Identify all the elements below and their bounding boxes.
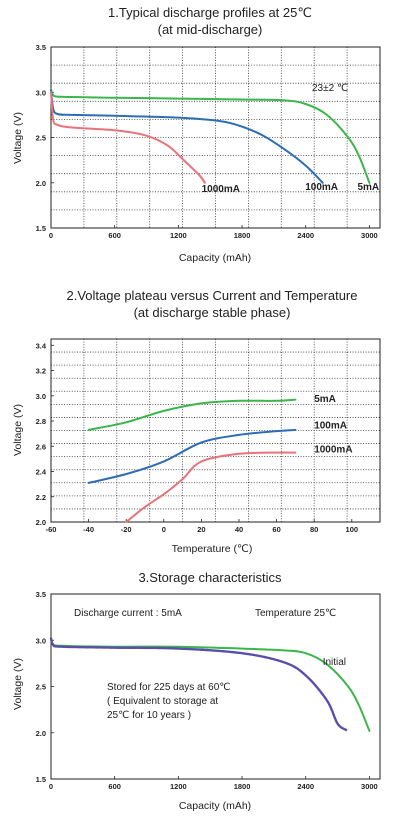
chart3-temperature-note: Temperature 25℃ <box>255 608 336 619</box>
y-tick-label: 1.5 <box>36 224 46 233</box>
x-tick-label: 1800 <box>234 231 251 240</box>
chart2-series-labels: 5mA 100mA 1000mA <box>314 394 352 455</box>
y-tick-label: 3.0 <box>36 392 46 401</box>
chart1-x-axis-label: Capacity (mAh) <box>179 252 251 264</box>
chart3-x-axis-label: Capacity (mAh) <box>179 800 251 812</box>
series-label: Initial <box>323 657 346 668</box>
series-line-100ma <box>50 89 324 184</box>
x-tick-label: 80 <box>310 525 318 534</box>
series-label: 100mA <box>314 421 347 432</box>
x-tick-label: 0 <box>162 525 166 534</box>
series-label: 1000mA <box>202 184 240 195</box>
x-tick-label: 1800 <box>234 782 251 791</box>
chart-storage-characteristics: 3.Storage characteristics 0 600 1200 1800 24… <box>12 570 381 812</box>
x-tick-label: -20 <box>121 525 132 534</box>
x-tick-label: 3000 <box>361 782 378 791</box>
x-tick-label: 20 <box>197 525 205 534</box>
x-tick-label: 40 <box>235 525 243 534</box>
series-line-5ma <box>50 88 371 184</box>
chart3-storage-note-line3: 25℃ for 10 years ) <box>107 710 191 721</box>
x-tick-label: -60 <box>46 525 57 534</box>
chart1-x-ticks: 0 600 1200 1800 2400 3000 <box>49 225 378 240</box>
chart1-series <box>50 88 371 184</box>
chart3-y-axis-label: Voltage (V) <box>12 658 24 710</box>
chart3-discharge-current-note: Discharge current : 5mA <box>74 608 182 619</box>
chart3-series <box>49 637 371 732</box>
chart1-grid <box>51 47 380 228</box>
x-tick-label: -40 <box>83 525 94 534</box>
y-tick-label: 2.2 <box>36 493 46 502</box>
chart1-y-ticks: 1.5 2.0 2.5 3.0 3.5 <box>36 43 54 233</box>
y-tick-label: 2.4 <box>36 468 47 477</box>
series-line-1000ma <box>50 91 206 184</box>
x-tick-label: 3000 <box>361 231 378 240</box>
x-tick-label: 100 <box>346 525 359 534</box>
y-tick-label: 3.4 <box>36 341 47 350</box>
chart2-y-ticks: 2.0 2.2 2.4 2.6 2.8 3.0 3.2 3.4 <box>36 341 54 527</box>
series-label: 5mA <box>357 182 379 193</box>
chart1-title: 1.Typical discharge profiles at 25℃ <box>108 5 312 20</box>
series-line-5ma <box>87 398 297 431</box>
x-tick-label: 60 <box>272 525 280 534</box>
chart-discharge-profiles: 1.Typical discharge profiles at 25℃ (at … <box>12 5 381 264</box>
chart2-plot-frame <box>50 338 381 523</box>
chart1-series-labels: 1000mA 100mA 5mA <box>202 182 380 195</box>
y-tick-label: 2.5 <box>36 134 46 143</box>
chart3-storage-note-line2: ( Equivalent to storage at <box>107 696 218 707</box>
y-tick-label: 3.0 <box>36 636 46 645</box>
y-tick-label: 2.6 <box>36 442 46 451</box>
x-tick-label: 600 <box>108 231 121 240</box>
y-tick-label: 1.5 <box>36 775 46 784</box>
chart1-subtitle: (at mid-discharge) <box>158 22 263 37</box>
chart-voltage-plateau: 2.Voltage plateau versus Current and Tem… <box>12 288 381 555</box>
y-tick-label: 3.5 <box>36 43 46 52</box>
chart1-temperature-annotation: 23±2 ℃ <box>312 83 348 94</box>
chart3-storage-note-line1: Stored for 225 days at 60℃ <box>107 682 231 693</box>
x-tick-label: 2400 <box>297 231 314 240</box>
series-line-stored-for-225-days-at-60 <box>49 637 348 732</box>
x-tick-label: 0 <box>49 782 53 791</box>
x-tick-label: 1200 <box>170 231 187 240</box>
chart3-x-ticks: 0 600 1200 1800 2400 3000 <box>49 776 378 791</box>
chart1-y-axis-label: Voltage (V) <box>12 112 24 164</box>
x-tick-label: 600 <box>108 782 121 791</box>
series-label: 100mA <box>305 182 338 193</box>
chart2-x-ticks: -60 -40 -20 0 20 40 60 80 100 <box>46 519 358 534</box>
series-line-100ma <box>87 428 297 484</box>
x-tick-label: 0 <box>49 231 53 240</box>
chart3-series-labels: Initial <box>323 657 346 668</box>
series-line-1000ma <box>125 451 297 523</box>
chart2-subtitle: (at discharge stable phase) <box>134 305 291 320</box>
y-tick-label: 2.0 <box>36 729 46 738</box>
y-tick-label: 2.0 <box>36 179 46 188</box>
y-tick-label: 3.0 <box>36 88 46 97</box>
y-tick-label: 3.2 <box>36 367 46 376</box>
chart2-x-axis-label: Temperature (℃) <box>172 543 253 555</box>
chart2-y-axis-label: Voltage (V) <box>12 404 24 456</box>
y-tick-label: 2.8 <box>36 417 46 426</box>
series-label: 5mA <box>314 394 336 405</box>
y-tick-label: 3.5 <box>36 590 46 599</box>
x-tick-label: 2400 <box>297 782 314 791</box>
chart2-series <box>87 398 297 523</box>
chart3-title: 3.Storage characteristics <box>138 570 282 585</box>
chart2-title: 2.Voltage plateau versus Current and Tem… <box>67 288 358 303</box>
y-tick-label: 2.5 <box>36 683 46 692</box>
y-tick-label: 2.0 <box>36 518 46 527</box>
x-tick-label: 1200 <box>170 782 187 791</box>
series-label: 1000mA <box>314 445 352 456</box>
